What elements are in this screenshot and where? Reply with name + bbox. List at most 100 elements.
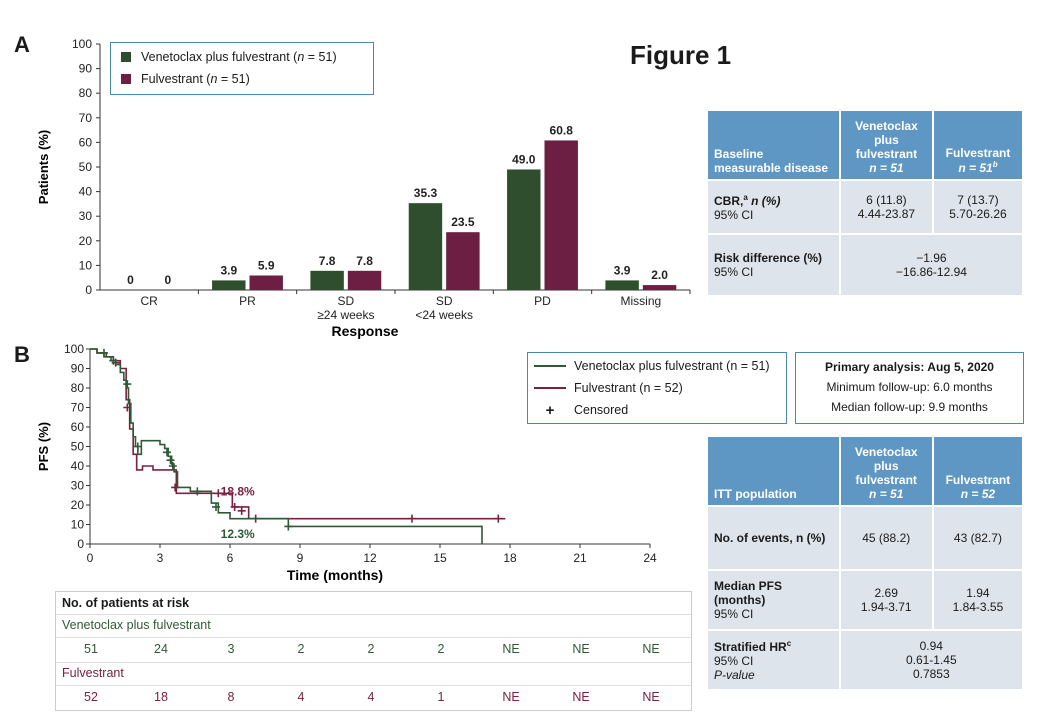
risk-count-cell: 8 [227,690,235,704]
risk-count-cell: 18 [154,690,168,704]
risk-series1-label: Venetoclax plus fulvestrant [56,615,691,638]
bar-y-axis-title: Patients (%) [36,130,51,204]
bar-value-label: 35.3 [414,186,438,200]
censor-mark [214,489,223,498]
bar-value-label: 49.0 [512,152,536,166]
panel-a-letter: A [14,32,30,57]
risk-count-cell: 4 [367,690,375,704]
risk-count-cell: NE [502,642,520,656]
bar-value-label: 7.8 [356,254,373,268]
km-x-tick-label: 24 [643,551,657,565]
median-pfs-label: Median PFS (months) 95% CI [708,571,839,629]
censor-mark [166,456,175,465]
legend-item-censored: + Censored [528,399,786,421]
km-y-tick-label: 0 [77,537,84,551]
bar-venetoclax [605,280,639,290]
bar-venetoclax [310,270,344,290]
km-y-tick-label: 10 [71,518,85,532]
risk-count-cell: 4 [297,690,305,704]
bar-fulvestrant [347,270,382,290]
bar-category-label: PD [534,294,551,308]
bar-y-tick-label: 100 [72,37,92,51]
km-annotation-venetoclax: 12.3% [221,527,255,541]
bar-venetoclax [507,169,541,290]
bar-y-tick-label: 90 [79,62,93,76]
bar-fulvestrant [544,140,578,290]
bar-y-tick-label: 20 [79,234,93,248]
risk-count-cell: 52 [84,690,98,704]
km-line-fulvestrant [90,348,506,520]
risk-count-cell: NE [642,642,660,656]
cbr-row-label: CBR,a n (%) 95% CI [708,181,839,233]
censor-mark [123,380,132,389]
censor-mark [123,403,132,412]
bar-category-label: ≥24 weeks [317,308,374,322]
bar-x-axis-title: Response [332,323,399,339]
km-x-tick-label: 15 [433,551,447,565]
risk-count-cell: NE [642,690,660,704]
risk-series2-values: 52 18 8 4 4 1 NE NE NE [56,686,691,710]
censor-mark [212,502,220,511]
km-x-tick-label: 12 [363,551,377,565]
censor-plus-icon: + [545,401,555,419]
legend-line-venetoclax [534,365,566,367]
censor-mark [408,514,416,523]
risk-count-cell: NE [572,690,590,704]
censor-mark [193,487,202,496]
km-x-tick-label: 18 [503,551,517,565]
bar-y-tick-label: 0 [85,283,92,297]
bar-y-tick-label: 10 [79,258,93,272]
censor-mark [230,502,239,511]
bar-y-tick-label: 80 [79,86,93,100]
bar-category-label: CR [140,294,158,308]
censor-mark [494,514,503,523]
km-y-tick-label: 70 [71,401,85,415]
risk-count-cell: 51 [84,642,98,656]
risk-series1-values: 51 24 3 2 2 2 NE NE NE [56,638,691,663]
legend-item-km-venetoclax: Venetoclax plus fulvestrant (n = 51) [528,355,786,377]
bar-y-tick-label: 50 [79,160,93,174]
bar-category-label: PR [239,294,256,308]
legend-line-fulvestrant [534,387,566,389]
bar-category-label: SD [337,294,354,308]
bar-venetoclax [408,203,443,290]
bar-chart: 0 10 20 30 40 50 60 70 80 90 100 Patients (%) CR 0 0 PR… [36,37,691,339]
bar-y-tick-label: 60 [79,135,93,149]
km-line-venetoclax [90,348,483,544]
risk-count-cell: 2 [297,642,305,656]
legend-item-fulvestrant: Fulvestrant (n = 51) [111,68,373,90]
km-y-tick-label: 100 [64,342,84,356]
risk-difference-label: Risk difference (%) 95% CI [708,235,839,295]
bar-category-label: SD [436,294,453,308]
risk-count-cell: NE [572,642,590,656]
bar-value-label: 3.9 [220,263,237,277]
risk-count-cell: 2 [437,642,445,656]
km-legend: Venetoclax plus fulvestrant (n = 51) Ful… [527,352,787,424]
risk-count-cell: 3 [227,642,235,656]
risk-count-cell: 2 [367,642,375,656]
bar-y-tick-label: 70 [79,111,93,125]
km-x-tick-label: 6 [227,551,234,565]
km-y-tick-label: 80 [71,381,85,395]
bar-y-tick-label: 40 [79,185,93,199]
hazard-ratio-label: Stratified HRc 95% CI P-value [708,631,839,689]
censor-mark [168,462,177,470]
censor-mark [133,442,142,451]
risk-count-cell: 24 [154,642,168,656]
events-label: No. of events, n (%) [708,507,839,569]
km-annotation-fulvestrant: 18.8% [221,484,255,498]
legend-swatch-venetoclax [121,52,131,62]
risk-count-cell: 1 [437,690,445,704]
bar-value-label: 3.9 [614,263,631,277]
bar-fulvestrant [249,275,283,290]
risk-count-cell: NE [502,690,520,704]
bar-value-label: 7.8 [319,254,336,268]
km-chart: 0 10 20 30 40 50 60 70 80 90 100 0 3 6 9 12 15 18 21 24 PFS … [36,342,657,583]
risk-series2-label: Fulvestrant [56,663,691,686]
risk-table: No. of patients at risk Venetoclax plus … [55,591,692,711]
bar-value-label: 0 [127,273,134,287]
km-y-tick-label: 90 [71,362,85,376]
km-y-tick-label: 30 [71,479,85,493]
censor-mark [284,522,293,531]
censor-mark [100,348,108,357]
